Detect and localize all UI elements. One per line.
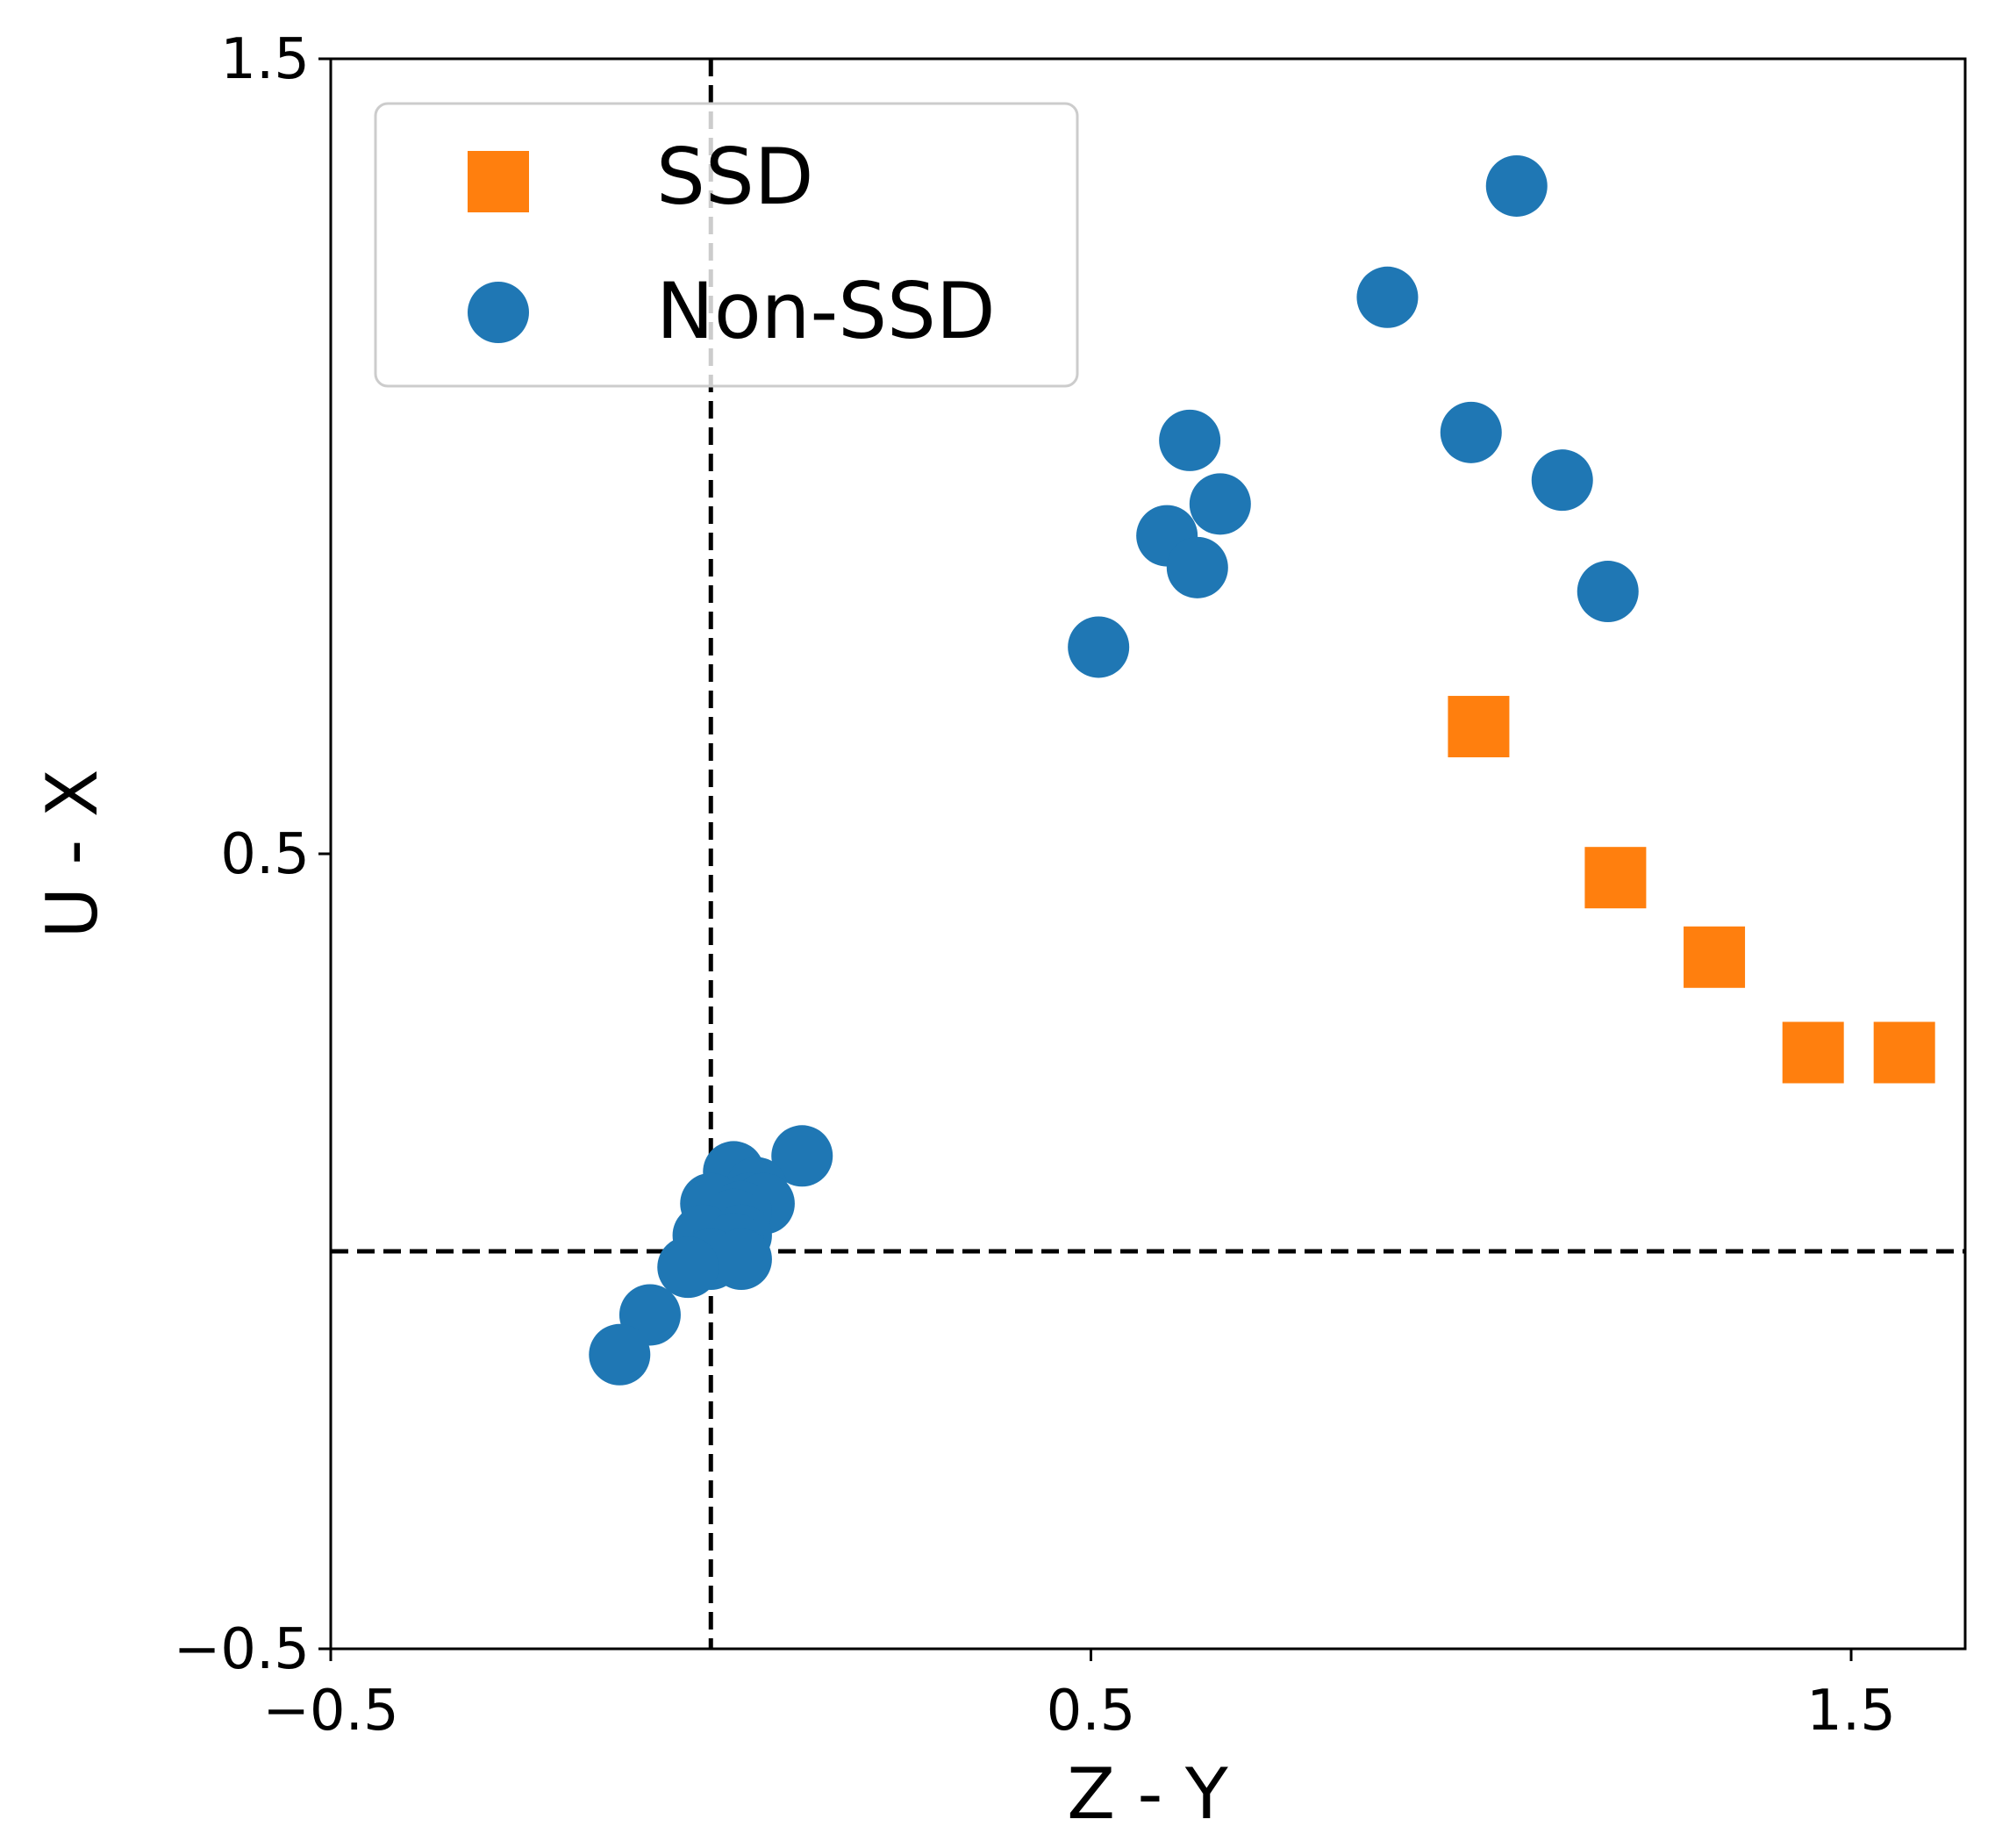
ssd-point-3 [1782,1021,1844,1084]
legend-ssd-square-icon [468,151,529,212]
legend-label-ssd: SSD [656,132,813,222]
y-tick-label-2: 1.5 [220,27,310,92]
ssd-point-2 [1684,926,1746,988]
non-ssd-point-4 [1577,561,1639,623]
axis-ticks: −0.5 0.5 1.5 −0.5 0.5 1.5 [174,27,1896,1744]
non-ssd-point-6 [1189,473,1251,535]
legend-label-non-ssd: Non-SSD [656,266,996,356]
legend-non-ssd-circle-icon [468,282,529,343]
data-marks [589,154,1935,1386]
y-tick-label-0: −0.5 [174,1617,310,1682]
non-ssd-point-0 [1485,154,1548,217]
non-ssd-point-25 [589,1323,651,1386]
non-ssd-point-23 [657,1236,719,1299]
ssd-point-4 [1873,1021,1935,1084]
non-ssd-point-10 [771,1125,833,1187]
ssd-point-0 [1448,696,1510,758]
non-ssd-point-9 [1068,616,1130,678]
x-tick-label-1: 0.5 [1047,1679,1136,1744]
non-ssd-point-22 [710,1228,772,1291]
non-ssd-point-2 [1440,401,1502,463]
non-ssd-point-1 [1356,266,1419,328]
legend-box [374,102,1079,388]
non-ssd-point-3 [1531,449,1593,512]
x-tick-label-2: 1.5 [1806,1679,1896,1744]
x-tick-label-0: −0.5 [262,1679,398,1744]
non-ssd-point-5 [1159,409,1221,471]
legend: SSD Non-SSD [374,102,1079,388]
x-axis-label: Z - Y [1067,1753,1229,1835]
ssd-point-1 [1584,847,1647,909]
y-tick-label-1: 0.5 [220,822,310,887]
y-axis-label: U - X [32,769,113,938]
non-ssd-point-8 [1166,536,1228,598]
